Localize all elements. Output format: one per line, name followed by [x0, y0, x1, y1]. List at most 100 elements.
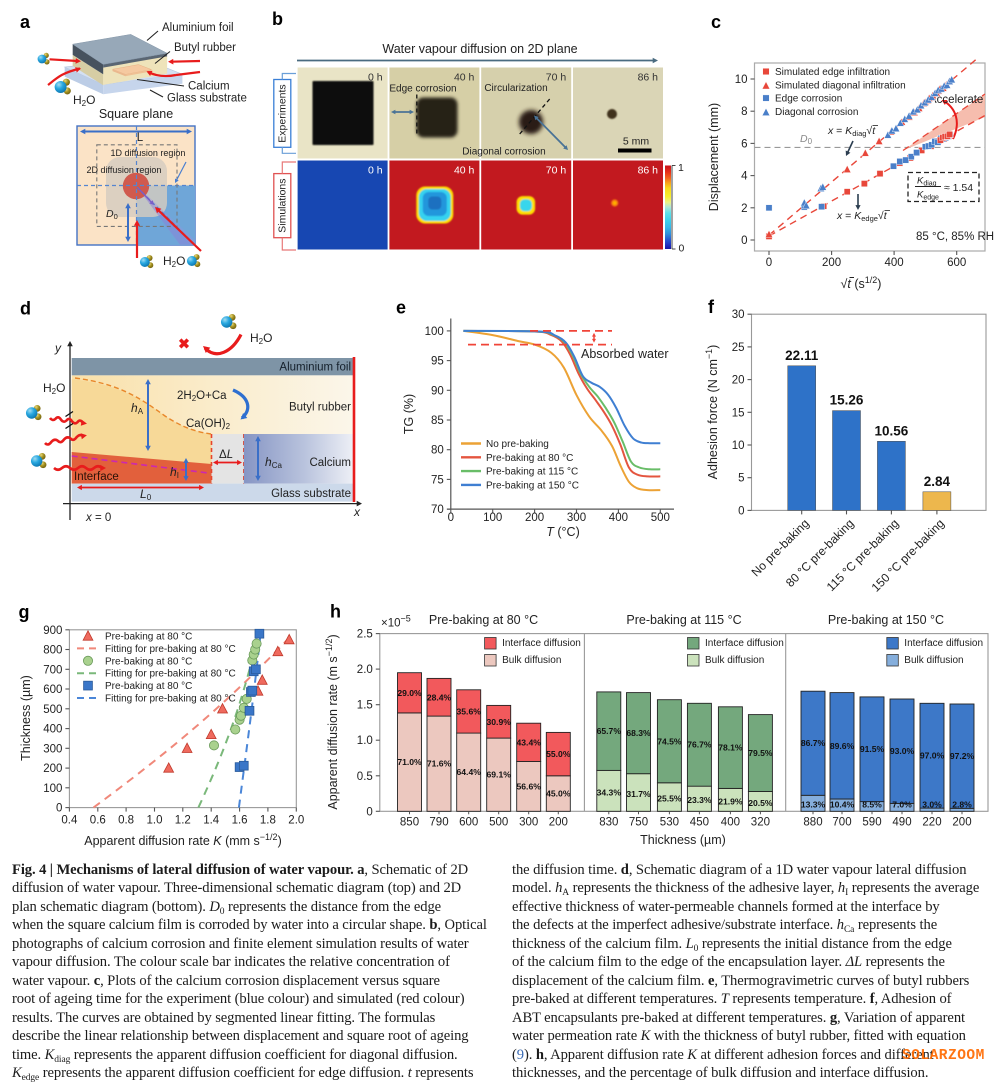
svg-text:1D diffusion region: 1D diffusion region: [111, 148, 186, 158]
svg-text:70 h: 70 h: [546, 72, 567, 84]
svg-text:45.0%: 45.0%: [546, 789, 571, 799]
svg-text:H2O: H2O: [163, 254, 185, 269]
svg-text:68.3%: 68.3%: [626, 728, 651, 738]
svg-text:30.9%: 30.9%: [487, 717, 512, 727]
svg-text:0 h: 0 h: [368, 72, 383, 84]
svg-text:T (°C): T (°C): [546, 525, 579, 539]
svg-text:80: 80: [431, 445, 444, 457]
svg-text:850: 850: [400, 816, 419, 828]
svg-text:530: 530: [660, 816, 679, 828]
svg-text:c: c: [711, 12, 721, 32]
svg-text:100: 100: [425, 326, 444, 338]
svg-text:a: a: [20, 12, 31, 32]
svg-text:H2O: H2O: [250, 331, 272, 346]
svg-text:300: 300: [43, 743, 62, 755]
svg-text:76.7%: 76.7%: [687, 740, 712, 750]
svg-text:86 h: 86 h: [638, 165, 659, 177]
svg-text:830: 830: [599, 816, 618, 828]
svg-text:Absorbed water: Absorbed water: [581, 347, 669, 361]
svg-text:Butyl rubber: Butyl rubber: [289, 402, 351, 414]
svg-text:2.84: 2.84: [924, 474, 951, 489]
svg-text:Kedge: Kedge: [917, 190, 939, 202]
svg-text:4: 4: [741, 171, 748, 183]
svg-text:20: 20: [732, 375, 745, 387]
svg-text:300: 300: [567, 512, 586, 524]
svg-text:13.3%: 13.3%: [801, 800, 826, 810]
svg-text:H2O: H2O: [43, 381, 65, 396]
svg-text:91.5%: 91.5%: [860, 744, 885, 754]
svg-text:74.5%: 74.5%: [657, 736, 682, 746]
svg-text:500: 500: [489, 816, 508, 828]
svg-text:Accelerate: Accelerate: [929, 94, 983, 106]
svg-text:Glass substrate: Glass substrate: [167, 93, 247, 105]
svg-text:H2O: H2O: [73, 93, 95, 108]
svg-text:3.0%: 3.0%: [922, 800, 942, 810]
svg-text:21.9%: 21.9%: [718, 796, 743, 806]
svg-text:Ca(OH)2: Ca(OH)2: [186, 418, 231, 431]
svg-text:490: 490: [892, 816, 911, 828]
svg-text:7.0%: 7.0%: [892, 800, 912, 810]
svg-text:0.8: 0.8: [118, 815, 134, 827]
svg-text:500: 500: [43, 704, 62, 716]
svg-text:28.4%: 28.4%: [427, 692, 452, 702]
svg-text:Simulations: Simulations: [277, 178, 289, 232]
svg-text:0.5: 0.5: [357, 771, 373, 783]
svg-text:40 h: 40 h: [454, 165, 475, 177]
svg-text:Apparent diffusion rate K (mm: Apparent diffusion rate K (mm s−1/2): [84, 832, 282, 848]
svg-text:x = Kdiag√t: x = Kdiag√t: [827, 125, 876, 138]
svg-text:0 h: 0 h: [368, 165, 383, 177]
svg-text:0: 0: [366, 806, 372, 818]
svg-text:30: 30: [732, 309, 745, 321]
svg-text:90: 90: [431, 385, 444, 397]
svg-text:1.6: 1.6: [232, 815, 248, 827]
svg-text:Pre-baking at 80 °C: Pre-baking at 80 °C: [105, 681, 192, 692]
svg-text:√t (s1/2): √t (s1/2): [841, 275, 882, 291]
svg-text:x: x: [353, 505, 361, 519]
svg-text:10.56: 10.56: [875, 423, 909, 438]
svg-text:20.5%: 20.5%: [748, 798, 773, 808]
svg-text:b: b: [272, 9, 283, 29]
svg-text:Edge corrosion: Edge corrosion: [389, 84, 456, 95]
svg-text:35.6%: 35.6%: [457, 706, 482, 716]
svg-text:56.6%: 56.6%: [517, 781, 542, 791]
svg-text:10.4%: 10.4%: [830, 800, 855, 810]
svg-text:790: 790: [429, 816, 448, 828]
svg-text:Kdiag: Kdiag: [917, 176, 937, 188]
svg-text:ΔL: ΔL: [219, 449, 233, 461]
svg-text:23.3%: 23.3%: [687, 795, 712, 805]
svg-text:2.5: 2.5: [357, 629, 373, 641]
svg-text:86 h: 86 h: [638, 72, 659, 84]
svg-text:71.0%: 71.0%: [397, 757, 422, 767]
svg-text:43.4%: 43.4%: [517, 737, 542, 747]
svg-text:Simulated edge infiltration: Simulated edge infiltration: [775, 67, 890, 78]
svg-text:300: 300: [519, 816, 538, 828]
svg-text:Butyl rubber: Butyl rubber: [174, 42, 236, 54]
svg-text:55.0%: 55.0%: [546, 749, 571, 759]
svg-text:15.26: 15.26: [830, 393, 864, 408]
svg-text:0: 0: [56, 803, 62, 815]
svg-text:70 h: 70 h: [546, 165, 567, 177]
svg-text:86.7%: 86.7%: [801, 738, 826, 748]
svg-text:34.3%: 34.3%: [597, 787, 622, 797]
svg-text:220: 220: [922, 816, 941, 828]
svg-text:600: 600: [947, 257, 966, 269]
svg-text:f: f: [708, 297, 715, 317]
svg-text:1.5: 1.5: [357, 700, 373, 712]
svg-text:93.0%: 93.0%: [890, 746, 915, 756]
svg-text:29.0%: 29.0%: [397, 688, 422, 698]
svg-text:500: 500: [651, 512, 670, 524]
svg-text:400: 400: [885, 257, 904, 269]
svg-text:40 h: 40 h: [454, 72, 475, 84]
svg-text:≈ 1.54: ≈ 1.54: [944, 182, 973, 194]
svg-text:2D diffusion region: 2D diffusion region: [87, 165, 162, 175]
svg-text:Pre-baking at 150 °C: Pre-baking at 150 °C: [828, 613, 944, 627]
svg-text:Bulk diffusion: Bulk diffusion: [904, 655, 963, 666]
svg-text:600: 600: [43, 684, 62, 696]
svg-text:400: 400: [609, 512, 628, 524]
svg-text:2: 2: [741, 203, 747, 215]
svg-text:10: 10: [735, 74, 748, 86]
svg-text:70: 70: [431, 504, 444, 516]
svg-text:Pre-baking at 80 °C: Pre-baking at 80 °C: [486, 453, 573, 464]
svg-text:31.7%: 31.7%: [626, 789, 651, 799]
svg-text:Pre-baking at 80 °C: Pre-baking at 80 °C: [105, 656, 192, 667]
